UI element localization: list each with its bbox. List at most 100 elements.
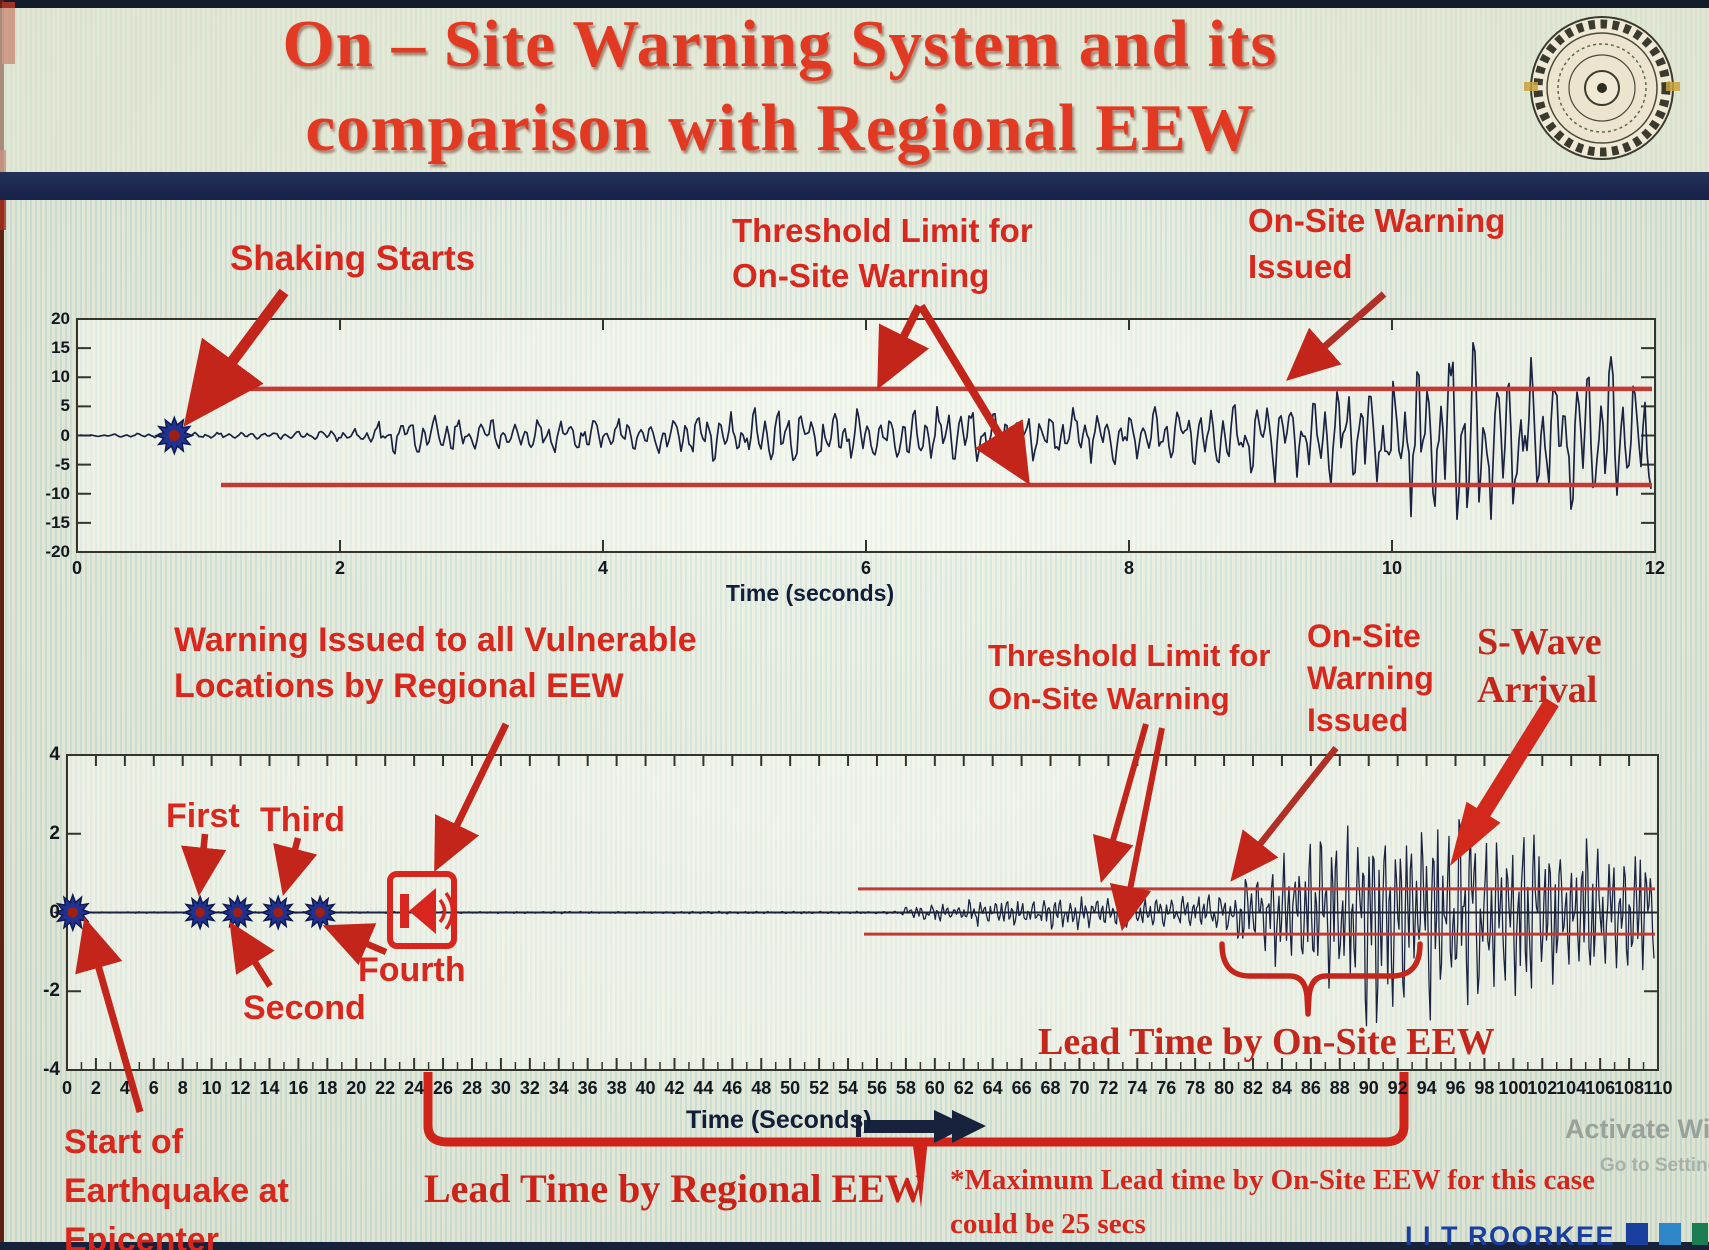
- tick-label: -4: [43, 1059, 60, 1080]
- tick-label: 86: [1300, 1078, 1321, 1098]
- tick-label: 50: [780, 1078, 801, 1098]
- tick-label: 82: [1243, 1078, 1264, 1098]
- lead-onsite-brace: [1219, 941, 1423, 1017]
- bottom-chart-threshold-lines: [858, 887, 1655, 936]
- tick-label: 40: [635, 1078, 656, 1098]
- tick-label: 22: [375, 1078, 396, 1098]
- tick-label: 90: [1358, 1078, 1379, 1098]
- tick-label: 18: [317, 1078, 338, 1098]
- tick-label: 20: [51, 309, 70, 328]
- threshold2-arrow-lower: [1109, 727, 1165, 932]
- star-center-dot: [67, 907, 79, 918]
- tick-label: 10: [201, 1078, 222, 1098]
- start-epicenter-line1: Start of: [64, 1123, 183, 1161]
- top-chart-xlabel: Time (seconds): [725, 580, 895, 606]
- bottom-edge-strip: [0, 1242, 1709, 1250]
- tick-label: 110: [1643, 1078, 1673, 1098]
- tick-label: 10: [51, 367, 70, 387]
- tick-label: 8: [1123, 558, 1134, 578]
- onsite-issued2-label: On-Site Warning Issued: [1307, 618, 1434, 739]
- title-separator-bar: [0, 172, 1709, 200]
- tick-label: 32: [519, 1078, 540, 1098]
- time-axis-arrow-icon: [856, 1110, 986, 1143]
- third-arrow: [273, 837, 318, 896]
- alarm-speaker-icon: [387, 871, 457, 949]
- threshold-label-bottom-line2: On-Site Warning: [988, 680, 1230, 716]
- threshold-label-top-line2: On-Site Warning: [732, 256, 990, 294]
- tick-label: 34: [548, 1078, 569, 1098]
- threshold-label-bottom-line1: Threshold Limit for: [988, 638, 1271, 673]
- tick-label: -2: [43, 980, 60, 1002]
- tick-label: 74: [1127, 1078, 1148, 1098]
- tick-label: -10: [45, 483, 70, 503]
- brand-square-3: [1692, 1223, 1709, 1245]
- iit-roorkee-text: I I T ROORKEE: [1405, 1221, 1616, 1250]
- star-center-dot: [232, 907, 243, 918]
- tick-label: 48: [751, 1078, 772, 1098]
- maximum-leadtime-note-line1: *Maximum Lead time by On-Site EEW for th…: [950, 1164, 1595, 1196]
- onsite-issued2-line1: On-Site: [1307, 618, 1421, 654]
- lead-regional-label: Lead Time by Regional EEW: [424, 1166, 925, 1211]
- star-center-dot: [273, 907, 283, 918]
- s-wave-arrival-label: S-Wave Arrival: [1477, 620, 1602, 713]
- tick-label: 102: [1527, 1078, 1558, 1098]
- tick-label: 28: [461, 1078, 482, 1098]
- threshold2-arrow-upper: [1092, 723, 1149, 883]
- lead-onsite-label: Lead Time by On-Site EEW: [1038, 1021, 1495, 1063]
- second-arrow: [229, 921, 275, 988]
- epicenter-arrow: [75, 917, 144, 1113]
- tick-label: 24: [404, 1078, 425, 1098]
- bottom-chart-xlabel: Time (Seconds): [686, 1106, 872, 1134]
- tick-label: 106: [1585, 1078, 1616, 1098]
- tick-label: 108: [1614, 1078, 1645, 1098]
- tick-label: 30: [490, 1078, 511, 1098]
- s-wave-line1: S-Wave: [1477, 621, 1602, 663]
- tick-label: 94: [1416, 1078, 1437, 1098]
- tick-label: -15: [45, 512, 70, 532]
- top-chart-waveform: [78, 341, 1652, 521]
- tick-label: 5: [60, 396, 70, 416]
- threshold-label-top-line1: Threshold Limit for: [732, 212, 1033, 249]
- s-wave-arrival-arrow: [1450, 697, 1559, 866]
- maximum-leadtime-note: *Maximum Lead time by On-Site EEW for th…: [950, 1163, 1595, 1241]
- threshold-label-top: Threshold Limit for On-Site Warning: [732, 212, 1033, 296]
- tick-label: 92: [1387, 1078, 1408, 1098]
- onsite-warning-issued-label: On-Site Warning Issued: [1248, 202, 1505, 287]
- onsite-issued2-arrow: [1230, 745, 1339, 882]
- star-center-dot: [168, 430, 180, 441]
- tick-label: 20: [346, 1078, 367, 1098]
- regional-warning-label: Warning Issued to all Vulnerable Locatio…: [174, 620, 697, 706]
- tick-label: 66: [1011, 1078, 1032, 1098]
- tick-label: 88: [1329, 1078, 1350, 1098]
- tick-label: 12: [1644, 558, 1666, 578]
- regional-warning-line1: Warning Issued to all Vulnerable: [174, 621, 697, 659]
- shaking-starts-label: Shaking Starts: [230, 239, 476, 278]
- slide-title-line1: On – Site Warning System and its: [282, 7, 1278, 81]
- tick-label: 84: [1271, 1078, 1292, 1098]
- tick-label: 0: [71, 558, 82, 578]
- activate-windows-watermark: Activate Wi: [1565, 1114, 1709, 1144]
- start-epicenter-line3: Epicenter: [64, 1221, 219, 1250]
- fourth-arrow: [322, 923, 388, 966]
- tick-label: 4: [119, 1078, 130, 1098]
- tick-label: 46: [722, 1078, 743, 1098]
- tick-label: 54: [838, 1078, 859, 1098]
- fourth-label: Fourth: [358, 951, 466, 989]
- tick-label: 12: [230, 1078, 251, 1098]
- tick-label: -5: [54, 454, 70, 474]
- threshold-arrow-lower: [917, 303, 1030, 485]
- second-label: Second: [243, 989, 366, 1027]
- maximum-leadtime-note-line2: could be 25 secs: [950, 1208, 1146, 1241]
- onsite-warning-issued-line2: Issued: [1248, 247, 1353, 285]
- tick-label: 60: [924, 1078, 945, 1098]
- iit-roorkee-wordmark: I I T ROORKEE: [1405, 1221, 1709, 1250]
- shaking-starts-arrow: [183, 288, 289, 427]
- tick-label: 6: [148, 1078, 159, 1098]
- brand-square-2: [1659, 1223, 1682, 1245]
- tick-label: 100: [1498, 1078, 1529, 1098]
- tick-label: 0: [60, 425, 70, 445]
- start-epicenter-line2: Earthquake at: [64, 1172, 289, 1211]
